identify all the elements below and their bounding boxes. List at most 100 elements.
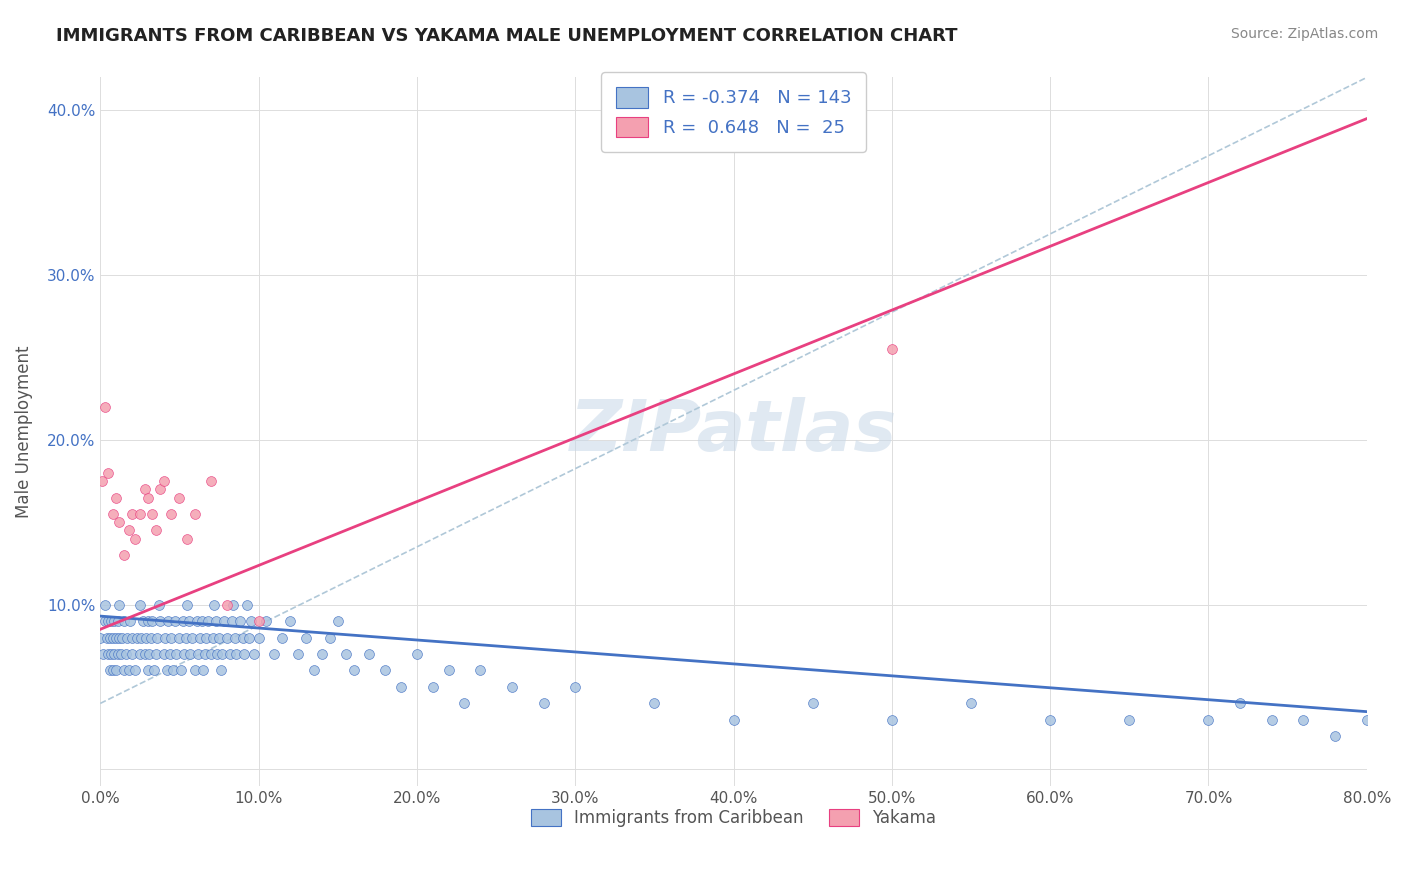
Point bbox=[97, 647, 120, 661]
Point bbox=[212, 614, 235, 628]
Point bbox=[118, 524, 141, 538]
Point bbox=[342, 664, 364, 678]
Point bbox=[100, 614, 122, 628]
Point bbox=[120, 614, 142, 628]
Point bbox=[239, 614, 262, 628]
Point bbox=[271, 631, 294, 645]
Point bbox=[215, 598, 238, 612]
Point bbox=[128, 647, 150, 661]
Point bbox=[201, 631, 224, 645]
Point bbox=[287, 647, 309, 661]
Point bbox=[437, 664, 460, 678]
Point bbox=[94, 614, 117, 628]
Point bbox=[103, 614, 125, 628]
Point bbox=[215, 631, 238, 645]
Point bbox=[149, 483, 172, 497]
Point bbox=[136, 614, 159, 628]
Point bbox=[162, 664, 184, 678]
Y-axis label: Male Unemployment: Male Unemployment bbox=[15, 345, 32, 518]
Point bbox=[1261, 713, 1284, 727]
Point bbox=[184, 507, 207, 521]
Point bbox=[221, 614, 243, 628]
Point bbox=[224, 631, 246, 645]
Point bbox=[94, 400, 117, 414]
Point bbox=[145, 524, 167, 538]
Legend: Immigrants from Caribbean, Yakama: Immigrants from Caribbean, Yakama bbox=[524, 803, 943, 834]
Point bbox=[98, 664, 121, 678]
Point bbox=[163, 614, 186, 628]
Text: ZIPatlas: ZIPatlas bbox=[569, 397, 897, 467]
Point bbox=[533, 697, 555, 711]
Point bbox=[187, 647, 209, 661]
Text: IMMIGRANTS FROM CARIBBEAN VS YAKAMA MALE UNEMPLOYMENT CORRELATION CHART: IMMIGRANTS FROM CARIBBEAN VS YAKAMA MALE… bbox=[56, 27, 957, 45]
Point bbox=[501, 680, 523, 694]
Point bbox=[209, 664, 232, 678]
Point bbox=[114, 647, 136, 661]
Point bbox=[93, 647, 115, 661]
Point bbox=[335, 647, 357, 661]
Point bbox=[108, 515, 131, 529]
Point bbox=[207, 647, 229, 661]
Point bbox=[105, 491, 128, 505]
Point bbox=[169, 631, 191, 645]
Point bbox=[1229, 697, 1251, 711]
Point bbox=[136, 491, 159, 505]
Point bbox=[97, 466, 120, 480]
Point bbox=[121, 507, 143, 521]
Point bbox=[1039, 713, 1062, 727]
Point bbox=[97, 614, 120, 628]
Point bbox=[801, 697, 824, 711]
Point bbox=[179, 647, 201, 661]
Point bbox=[128, 598, 150, 612]
Point bbox=[406, 647, 429, 661]
Point bbox=[148, 598, 170, 612]
Point bbox=[112, 548, 135, 562]
Point bbox=[278, 614, 301, 628]
Point bbox=[228, 614, 250, 628]
Point bbox=[160, 631, 183, 645]
Point bbox=[422, 680, 444, 694]
Point bbox=[247, 614, 270, 628]
Point bbox=[233, 647, 256, 661]
Point bbox=[256, 614, 278, 628]
Text: Source: ZipAtlas.com: Source: ZipAtlas.com bbox=[1230, 27, 1378, 41]
Point bbox=[156, 664, 179, 678]
Point bbox=[374, 664, 396, 678]
Point bbox=[200, 647, 222, 661]
Point bbox=[134, 647, 156, 661]
Point bbox=[172, 614, 194, 628]
Point bbox=[160, 507, 183, 521]
Point bbox=[143, 664, 166, 678]
Point bbox=[880, 343, 903, 357]
Point bbox=[128, 507, 150, 521]
Point bbox=[311, 647, 333, 661]
Point bbox=[118, 664, 141, 678]
Point bbox=[208, 631, 231, 645]
Point bbox=[200, 474, 222, 488]
Point bbox=[238, 631, 260, 645]
Point bbox=[105, 664, 128, 678]
Point bbox=[173, 647, 195, 661]
Point bbox=[136, 664, 159, 678]
Point bbox=[107, 614, 129, 628]
Point bbox=[181, 631, 204, 645]
Point bbox=[139, 631, 162, 645]
Point bbox=[169, 491, 191, 505]
Point bbox=[165, 647, 187, 661]
Point bbox=[100, 647, 122, 661]
Point bbox=[101, 507, 124, 521]
Point bbox=[121, 631, 143, 645]
Point bbox=[152, 647, 174, 661]
Point bbox=[190, 614, 212, 628]
Point bbox=[236, 598, 259, 612]
Point bbox=[222, 598, 245, 612]
Point bbox=[232, 631, 254, 645]
Point bbox=[960, 697, 983, 711]
Point bbox=[643, 697, 665, 711]
Point bbox=[564, 680, 586, 694]
Point bbox=[1355, 713, 1378, 727]
Point bbox=[302, 664, 325, 678]
Point bbox=[134, 483, 156, 497]
Point bbox=[103, 647, 125, 661]
Point bbox=[191, 664, 214, 678]
